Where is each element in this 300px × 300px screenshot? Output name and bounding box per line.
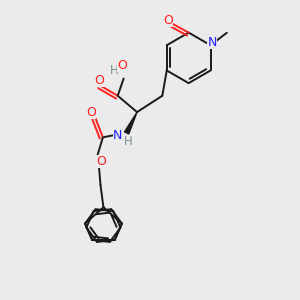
Polygon shape <box>124 112 137 134</box>
Text: O: O <box>94 74 104 86</box>
Text: O: O <box>117 58 127 72</box>
Text: H: H <box>124 135 133 148</box>
Text: O: O <box>96 155 106 168</box>
Text: O: O <box>163 14 173 27</box>
Text: H: H <box>110 64 118 77</box>
Text: N: N <box>207 36 217 50</box>
Text: O: O <box>86 106 96 118</box>
Text: N: N <box>113 129 122 142</box>
